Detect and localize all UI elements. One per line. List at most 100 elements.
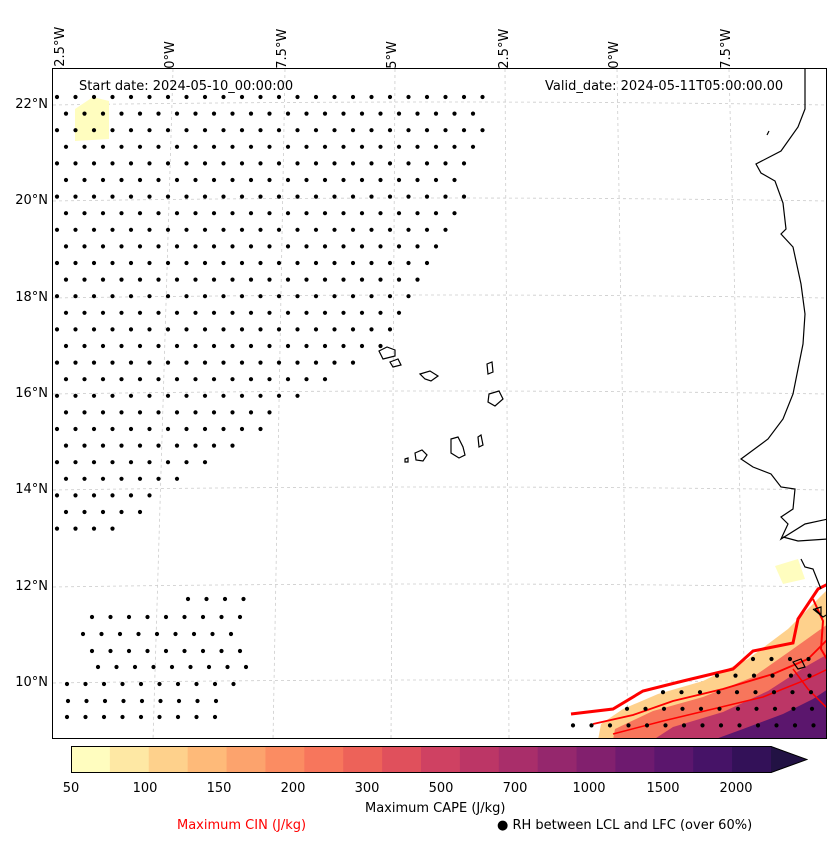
rh-dot <box>396 244 402 249</box>
rh-dot <box>225 664 230 670</box>
rh-dot <box>258 161 263 166</box>
rh-dot <box>230 443 235 448</box>
rh-dot <box>100 410 106 415</box>
island-sao-nicolau <box>418 370 440 382</box>
rh-dot <box>64 681 70 687</box>
rh-dot <box>295 327 300 332</box>
rh-dot <box>387 260 393 266</box>
rh-dot <box>193 343 198 349</box>
rh-dot <box>193 144 198 149</box>
rh-dot <box>176 698 182 704</box>
colorbar-cell <box>226 746 266 773</box>
rh-dot <box>295 260 300 266</box>
rh-dot <box>82 111 87 116</box>
rh-dot <box>378 111 383 116</box>
rh-dot <box>313 227 319 232</box>
lat-label-12n: 12°N <box>15 579 48 594</box>
rh-dot <box>359 310 365 315</box>
rh-dot <box>239 161 245 166</box>
rh-dot <box>811 723 816 728</box>
map-panel[interactable]: Start date: 2024-05-10_00:00:00 Valid_da… <box>52 68 827 739</box>
rh-dot <box>82 144 87 149</box>
rh-dot <box>110 393 115 398</box>
rh-dot <box>267 410 272 415</box>
colorbar-cell <box>693 746 733 773</box>
rh-dot <box>184 294 189 299</box>
rh-dot <box>737 723 742 728</box>
rh-dot <box>193 277 198 282</box>
rh-dot <box>369 260 374 266</box>
rh-dot <box>82 476 87 481</box>
rh-dot <box>128 360 134 365</box>
rh-dot <box>221 194 226 199</box>
rh-dot <box>136 631 141 637</box>
rh-dot <box>73 94 78 100</box>
lat-label-16n: 16°N <box>15 386 48 401</box>
island-sao-vicente <box>389 358 402 368</box>
rh-dot <box>304 244 309 249</box>
rh-dot <box>332 327 337 332</box>
rh-dot <box>117 631 123 637</box>
rh-dot <box>248 111 254 116</box>
colorbar-tick: 50 <box>62 781 80 796</box>
rh-dot <box>788 673 794 678</box>
rh-dot <box>91 294 97 299</box>
rh-dot <box>248 277 254 282</box>
rh-dot <box>119 244 124 249</box>
rh-dot <box>147 194 152 199</box>
rh-dot <box>54 426 60 432</box>
rh-dot <box>332 294 337 299</box>
rh-dot <box>163 648 169 654</box>
rh-dot <box>185 596 191 602</box>
rh-dot <box>174 443 180 448</box>
rh-dot <box>195 698 200 704</box>
rh-dot <box>156 310 161 315</box>
rh-dot <box>350 327 356 332</box>
rh-dot <box>276 294 282 299</box>
rh-dot <box>433 244 439 249</box>
rh-dot <box>369 94 374 100</box>
rh-dot <box>332 94 337 100</box>
rh-dots <box>54 94 816 728</box>
rh-dot <box>332 128 337 133</box>
island-maio <box>477 434 484 448</box>
rh-dot <box>239 194 245 199</box>
rh-dot <box>350 161 356 166</box>
rh-dot <box>406 260 411 266</box>
rh-dot <box>267 343 272 349</box>
rh-dot <box>156 343 161 349</box>
rh-dot <box>350 128 356 133</box>
rh-dot <box>100 476 106 481</box>
rh-dot <box>119 476 124 481</box>
rh-dot <box>267 244 272 249</box>
colorbar-cells <box>71 746 807 773</box>
colorbar-cell <box>304 746 344 773</box>
rh-dot <box>733 673 738 678</box>
rh-dot <box>147 294 152 299</box>
rh-dot <box>128 294 134 299</box>
rh-dot <box>470 144 476 149</box>
rh-dot <box>165 294 171 299</box>
rh-dot <box>147 426 152 432</box>
rh-dot <box>63 476 69 481</box>
rh-dot <box>258 227 263 232</box>
rh-dot <box>570 723 576 728</box>
rh-dot <box>73 128 78 133</box>
rh-dot <box>295 360 300 365</box>
gambia-coast <box>782 536 826 542</box>
rh-dot <box>387 227 393 232</box>
rh-dot <box>230 277 235 282</box>
colorbar-tick: 2000 <box>719 781 753 796</box>
rh-dot <box>230 177 235 183</box>
rh-dot <box>91 360 97 365</box>
island-santo-antao <box>378 346 396 360</box>
rh-dot <box>230 377 235 382</box>
rh-dot <box>267 211 272 216</box>
rh-dot <box>221 94 226 100</box>
rh-dot <box>110 260 115 266</box>
rh-dot <box>211 144 217 149</box>
rh-dot <box>174 144 180 149</box>
colorbar-title: Maximum CAPE (J/kg) <box>365 801 506 816</box>
rh-dot <box>110 227 115 232</box>
rh-dot <box>63 410 69 415</box>
